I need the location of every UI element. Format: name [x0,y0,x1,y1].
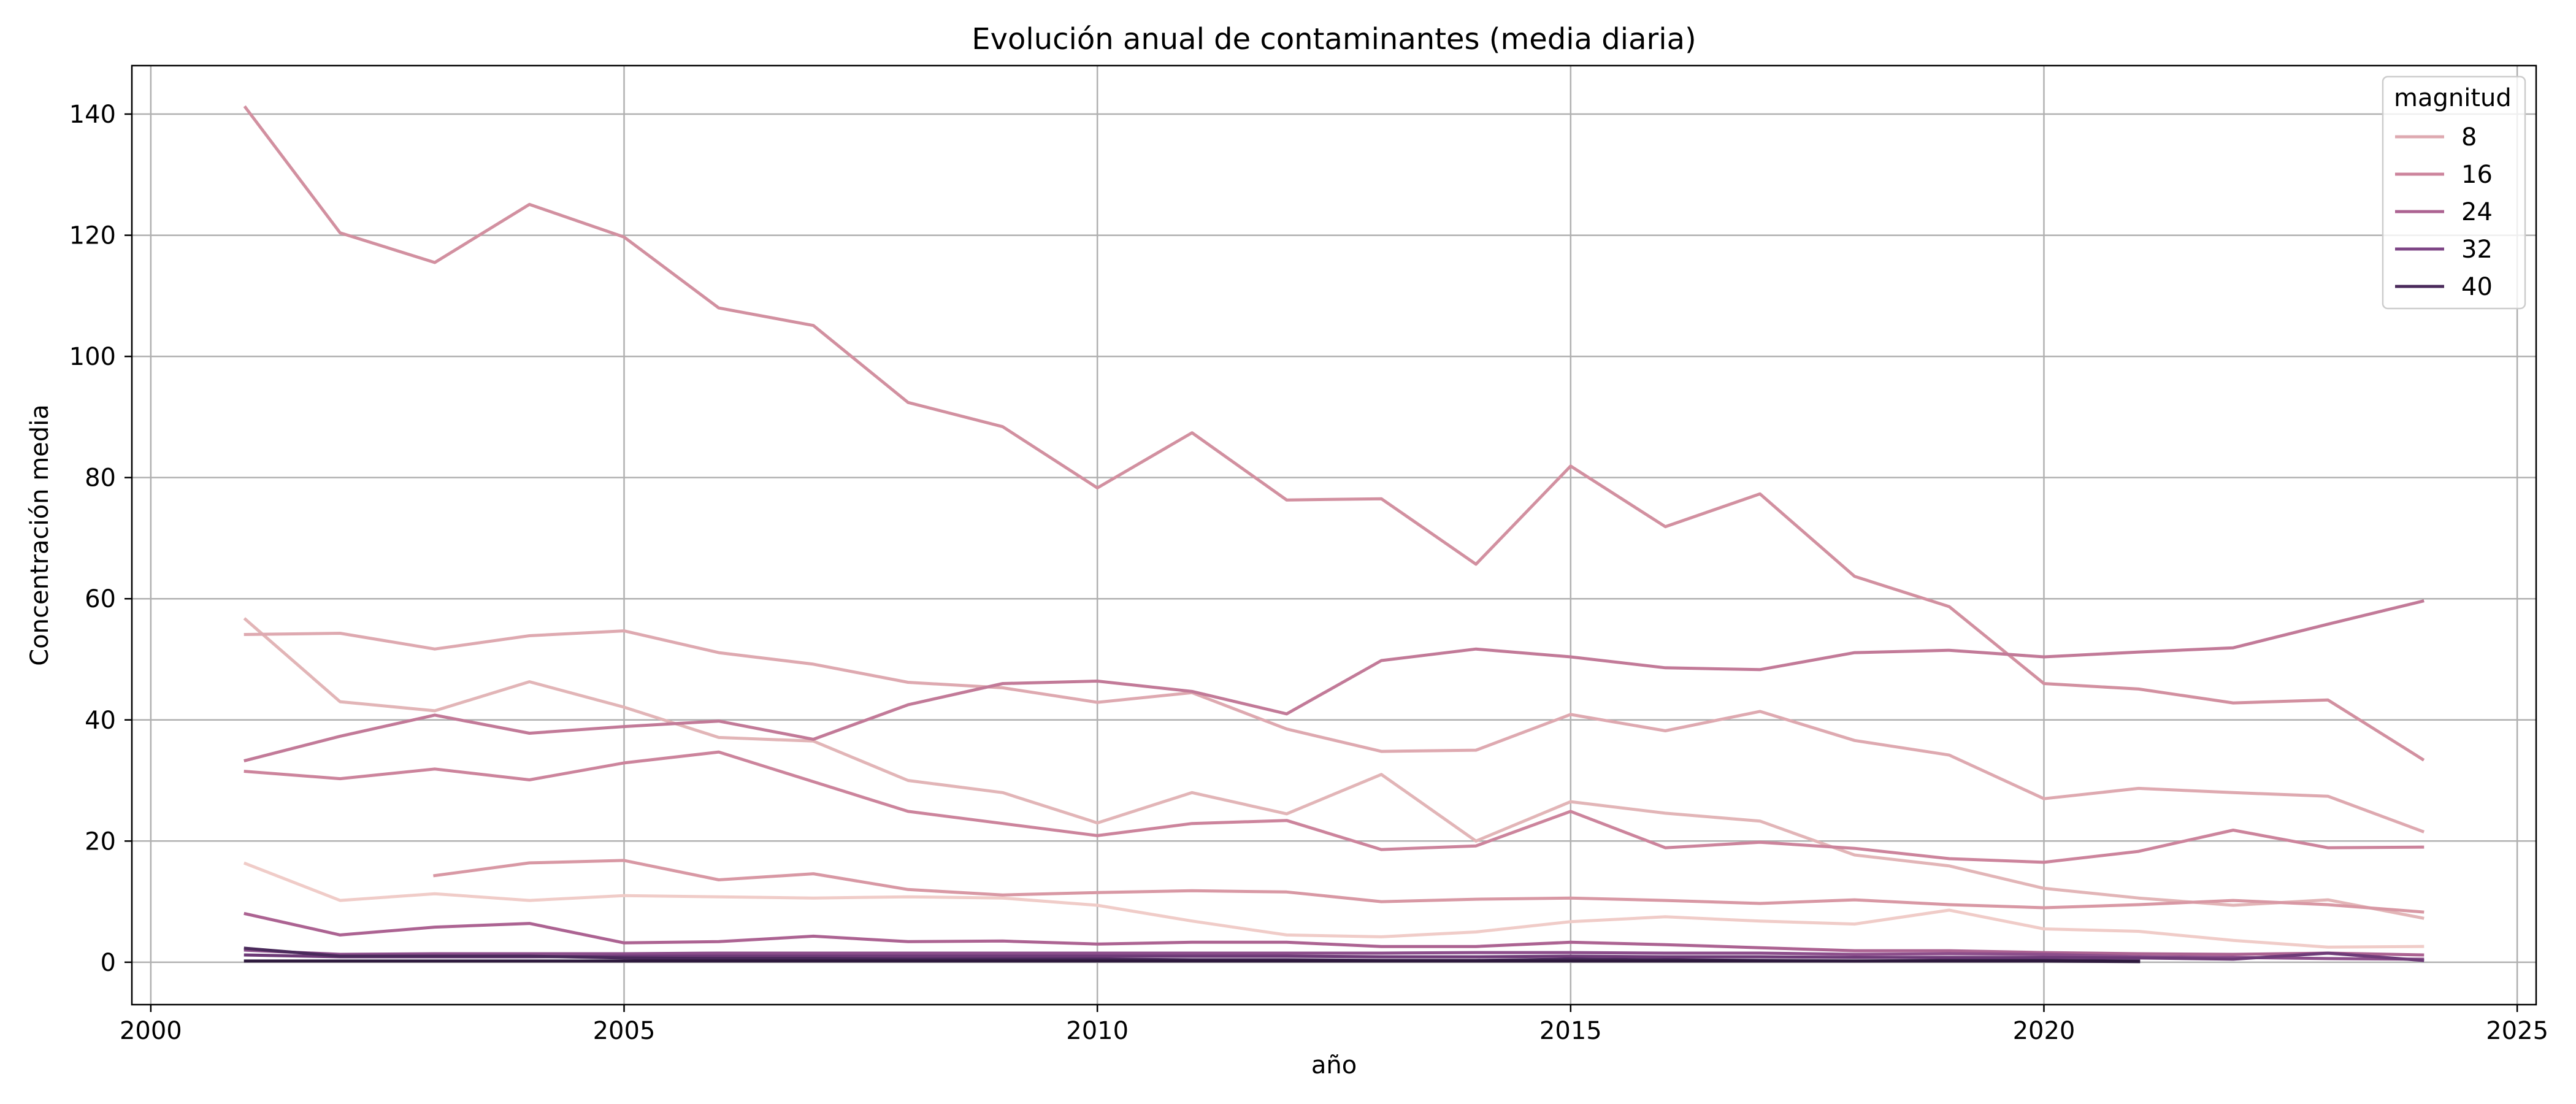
series-line-12 [243,959,2141,964]
legend: magnitud 8 16 24 32 40 [2382,75,2526,310]
series-line-8 [243,911,2425,957]
legend-entries: 8 16 24 32 40 [2395,123,2493,301]
series-line-7 [243,599,2425,762]
x-tick-label: 2010 [1066,1017,1129,1045]
x-tick-label: 2020 [2013,1017,2076,1045]
y-tick-label: 40 [85,707,116,735]
series-lines [243,105,2425,964]
y-tick-label: 0 [101,949,116,977]
legend-label: 32 [2461,236,2493,264]
series-line-4 [433,859,2425,914]
series-line-5 [243,105,2425,762]
series-line-6 [243,750,2425,864]
series-line-3 [243,629,2425,834]
y-tick-label: 120 [69,222,116,250]
series-line-9 [243,948,2425,961]
legend-label: 40 [2461,273,2493,301]
legend-label: 8 [2461,123,2477,151]
y-tick-label: 140 [69,101,116,129]
x-axis: 2000 2005 2010 2015 2020 2025 [120,1005,2548,1045]
y-tick-label: 100 [69,343,116,371]
x-tick-label: 2015 [1539,1017,1602,1045]
x-tick-label: 2005 [593,1017,656,1045]
y-axis: 0 20 40 60 80 100 120 140 [69,101,132,977]
legend-title: magnitud [2394,84,2512,112]
legend-label: 24 [2461,198,2493,226]
x-tick-label: 2000 [120,1017,182,1045]
x-tick-label: 2025 [2486,1017,2548,1045]
chart-title: Evolución anual de contaminantes (media … [972,22,1696,56]
y-axis-label: Concentración media [26,404,54,666]
series-line-1 [243,861,2425,949]
x-axis-label: año [1311,1051,1357,1079]
legend-label: 16 [2461,161,2493,189]
series-line-2 [243,617,2425,920]
plot-frame [131,64,2537,1006]
y-tick-label: 80 [85,464,116,493]
y-tick-label: 60 [85,585,116,613]
y-tick-label: 20 [85,827,116,856]
